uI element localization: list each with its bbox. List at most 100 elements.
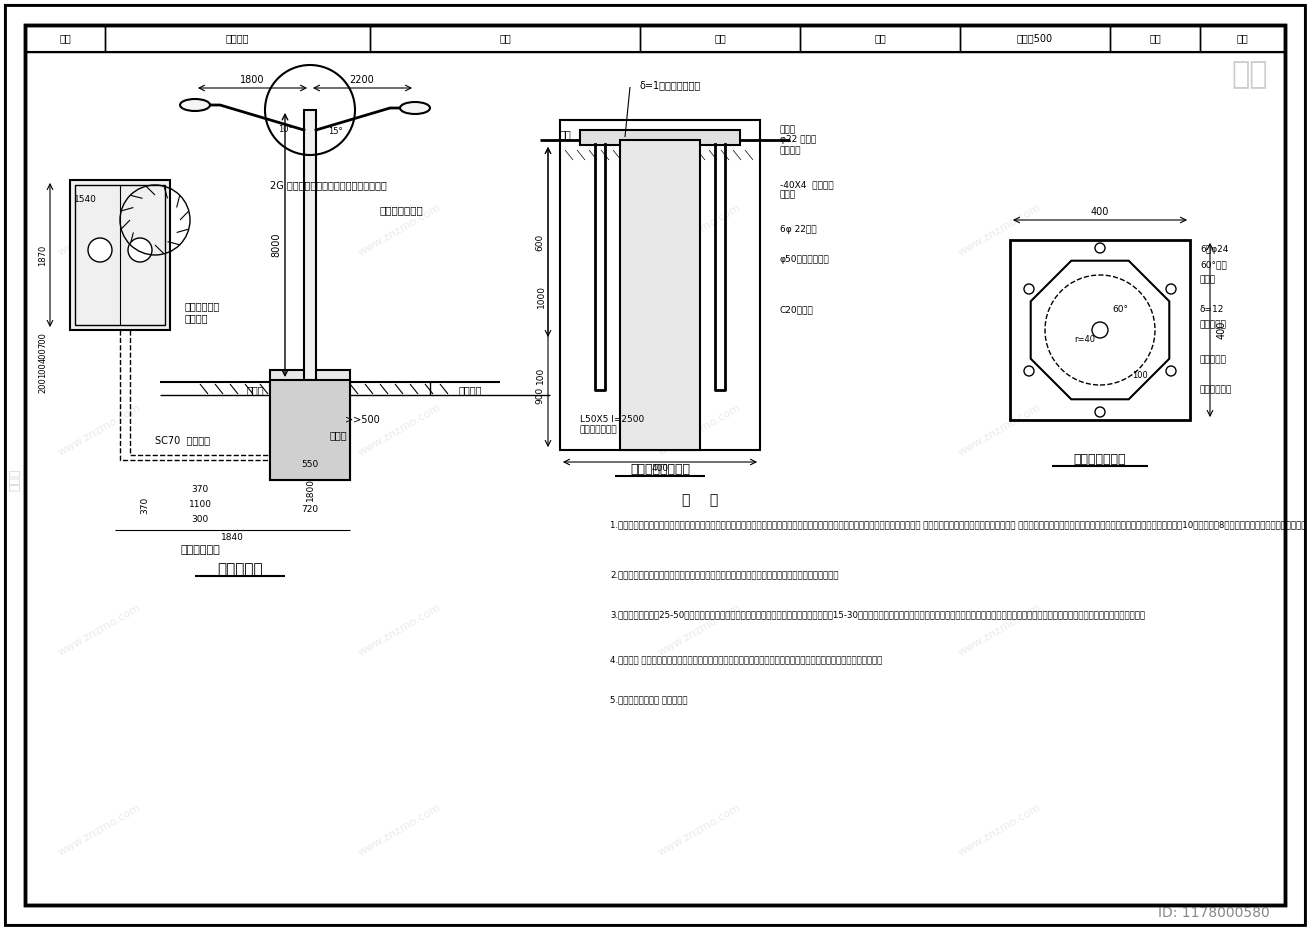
- Text: 200: 200: [38, 378, 47, 392]
- Text: 设计: 设计: [714, 33, 726, 44]
- Text: 图纸: 图纸: [59, 33, 71, 44]
- Bar: [25, 25, 105, 52]
- Text: www.znzmo.com: www.znzmo.com: [56, 803, 143, 857]
- Text: 穿线镀锌钢管: 穿线镀锌钢管: [1200, 386, 1233, 394]
- Text: r=40: r=40: [1074, 336, 1095, 344]
- Text: δ=12: δ=12: [1200, 305, 1225, 314]
- Text: 100: 100: [38, 362, 47, 378]
- Bar: [580, 130, 740, 145]
- Text: 100: 100: [536, 366, 545, 383]
- Text: www.znzmo.com: www.znzmo.com: [356, 202, 443, 258]
- Text: 15°: 15°: [328, 127, 342, 137]
- Text: 人行道: 人行道: [246, 385, 263, 395]
- Text: www.znzmo.com: www.znzmo.com: [356, 403, 443, 458]
- Bar: [1010, 240, 1189, 420]
- Text: www.znzmo.com: www.znzmo.com: [958, 803, 1043, 857]
- Text: 2.老杆上的路灯基座直接给杆上预埋基础螺栓，照明电缆由杆入行进孔穿，穿数，穿线管管应预埋。: 2.老杆上的路灯基座直接给杆上预埋基础螺栓，照明电缆由杆入行进孔穿，穿数，穿线管…: [610, 570, 838, 579]
- Bar: [369, 25, 641, 52]
- Ellipse shape: [400, 102, 430, 114]
- Text: 混凝土基础: 混凝土基础: [1200, 355, 1227, 365]
- Text: www.znzmo.com: www.znzmo.com: [958, 403, 1043, 458]
- Text: 1540: 1540: [73, 195, 97, 205]
- Text: 地面: 地面: [559, 129, 571, 139]
- Text: 说    明: 说 明: [683, 493, 718, 507]
- Text: 300: 300: [191, 515, 208, 525]
- Text: 1840: 1840: [220, 533, 244, 541]
- Text: 400: 400: [38, 347, 47, 363]
- Bar: [1200, 25, 1285, 52]
- Text: 镀锌角钢接地极: 镀锌角钢接地极: [580, 426, 617, 434]
- Text: 4.本次设计 灯型供参考，具体施工灯型和灯基座与灯基础，由甲方根据厂家提供的灯型为准，路灯单价采用组合价为准: 4.本次设计 灯型供参考，具体施工灯型和灯基座与灯基础，由甲方根据厂家提供的灯型…: [610, 655, 882, 664]
- Bar: [105, 25, 369, 52]
- Bar: [960, 25, 1110, 52]
- Text: 1.本图路灯基础混凝土底盘的尺寸和预埋螺栓位置、规格在实施前应与灯具制造商调适合，路灯由甲方根据厂家规格订制。在路基施工前 由甲方提供基底具体尺寸按照施工先地下: 1.本图路灯基础混凝土底盘的尺寸和预埋螺栓位置、规格在实施前应与灯具制造商调适合…: [610, 520, 1306, 529]
- Text: www.znzmo.com: www.znzmo.com: [656, 603, 743, 658]
- Text: 1000: 1000: [537, 286, 545, 309]
- Circle shape: [1024, 284, 1034, 294]
- Text: 60°: 60°: [1112, 305, 1128, 314]
- Text: SC70  镀锌钢管: SC70 镀锌钢管: [155, 435, 210, 445]
- Text: 700: 700: [38, 332, 47, 348]
- Text: www.znzmo.com: www.znzmo.com: [56, 603, 143, 658]
- Bar: [69, 180, 170, 330]
- Text: 6φ 22螺栓: 6φ 22螺栓: [779, 225, 816, 234]
- Text: 600: 600: [536, 233, 545, 250]
- Circle shape: [1166, 284, 1176, 294]
- Text: 720: 720: [301, 506, 318, 514]
- Text: 550: 550: [301, 460, 318, 470]
- Text: 接镇区变电站: 接镇区变电站: [181, 545, 220, 555]
- Text: www.znzmo.com: www.znzmo.com: [56, 202, 143, 258]
- Text: 比例：500: 比例：500: [1017, 33, 1053, 44]
- Text: 1800: 1800: [305, 479, 314, 501]
- Text: 1870: 1870: [38, 245, 47, 266]
- Text: L50X5 l=2500: L50X5 l=2500: [580, 416, 645, 424]
- Text: 路灯基础予埋件图: 路灯基础予埋件图: [630, 463, 690, 476]
- Text: δ=1灯基座铸铁法兰: δ=1灯基座铸铁法兰: [641, 80, 701, 90]
- Text: www.znzmo.com: www.znzmo.com: [356, 603, 443, 658]
- Text: φ50镀锌穿线钢管: φ50镀锌穿线钢管: [779, 256, 829, 264]
- Text: 3.路灯直线段各间距25-50米一盏，道路两边交错布置，在由段段安装距所在置，间距控制在15-30米之间路灯安装建筑界线按照（《城市道路设计规范》）执行，施工要: 3.路灯直线段各间距25-50米一盏，道路两边交错布置，在由段段安装距所在置，间…: [610, 610, 1145, 619]
- Text: 路灯大样图: 路灯大样图: [217, 563, 263, 578]
- Text: 400: 400: [651, 464, 668, 473]
- Text: 60°均布: 60°均布: [1200, 260, 1226, 270]
- Text: 10°: 10°: [278, 126, 292, 135]
- Circle shape: [1024, 366, 1034, 376]
- Bar: [304, 110, 316, 380]
- Circle shape: [1093, 322, 1108, 338]
- Bar: [559, 120, 760, 450]
- Circle shape: [1095, 407, 1106, 417]
- Text: 机动车道: 机动车道: [458, 385, 482, 395]
- Text: 370: 370: [140, 497, 149, 513]
- Text: 审核: 审核: [499, 33, 511, 44]
- Text: 日期: 日期: [1149, 33, 1161, 44]
- Text: C20混凝土: C20混凝土: [779, 305, 814, 314]
- Text: 400: 400: [1091, 207, 1110, 217]
- Text: 路灯基座平面图: 路灯基座平面图: [1074, 454, 1127, 467]
- Text: www.znzmo.com: www.znzmo.com: [356, 803, 443, 857]
- Text: 2G 型组合镇区变电站（不列为本次设计）: 2G 型组合镇区变电站（不列为本次设计）: [270, 180, 386, 190]
- Circle shape: [1095, 243, 1106, 253]
- Text: 1800: 1800: [240, 75, 265, 85]
- Text: 双挑高压钠柱灯: 双挑高压钠柱灯: [380, 205, 423, 215]
- Text: 6孔φ24: 6孔φ24: [1200, 246, 1229, 255]
- Text: 知束: 知束: [1231, 60, 1268, 89]
- Text: 照明电缆数位
铠装直埋: 照明电缆数位 铠装直埋: [185, 301, 220, 323]
- Text: 900: 900: [536, 386, 545, 404]
- Text: www.znzmo.com: www.znzmo.com: [958, 603, 1043, 658]
- Text: 编号: 编号: [1237, 33, 1248, 44]
- Ellipse shape: [179, 99, 210, 111]
- Bar: [800, 25, 960, 52]
- Bar: [641, 25, 800, 52]
- Text: 400: 400: [1217, 321, 1227, 339]
- Bar: [1110, 25, 1200, 52]
- Text: 检查口: 检查口: [330, 430, 347, 440]
- Text: ID: 1178000580: ID: 1178000580: [1158, 906, 1269, 920]
- Text: 灯基座: 灯基座: [1200, 275, 1216, 285]
- Text: 100: 100: [1132, 370, 1148, 379]
- Text: -40X4  镀锌扁钢
接地线: -40X4 镀锌扁钢 接地线: [779, 180, 833, 200]
- Text: 2200: 2200: [350, 75, 375, 85]
- Text: www.znzmo.com: www.znzmo.com: [656, 803, 743, 857]
- Text: 8000: 8000: [271, 232, 282, 258]
- Text: 双螺母
φ22 半垫圈
弹簧垫圈: 双螺母 φ22 半垫圈 弹簧垫圈: [779, 126, 816, 155]
- Text: 知束网: 知束网: [8, 469, 21, 491]
